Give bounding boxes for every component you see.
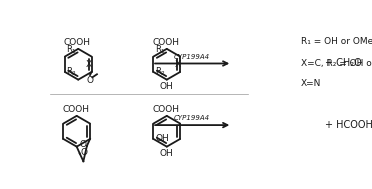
Text: OH: OH <box>160 149 174 158</box>
Text: OH: OH <box>160 82 174 91</box>
Text: COOH: COOH <box>153 105 180 114</box>
Text: + CH₂O: + CH₂O <box>325 58 361 68</box>
Text: R$_2$: R$_2$ <box>67 66 77 78</box>
Text: R₁ = OH or OMe: R₁ = OH or OMe <box>301 37 372 46</box>
Text: COOH: COOH <box>153 38 180 47</box>
Text: CYP199A4: CYP199A4 <box>174 115 210 121</box>
Text: X: X <box>86 60 92 69</box>
Text: R$_2$: R$_2$ <box>155 66 166 78</box>
Text: O: O <box>87 76 93 85</box>
Text: X: X <box>174 60 180 69</box>
Text: COOH: COOH <box>64 38 91 47</box>
Text: R$_1$: R$_1$ <box>67 43 77 56</box>
Text: CYP199A4: CYP199A4 <box>174 54 210 60</box>
Text: X=N: X=N <box>301 79 321 88</box>
Text: + HCOOH: + HCOOH <box>325 120 372 130</box>
Text: O: O <box>79 140 86 149</box>
Text: R$_1$: R$_1$ <box>155 43 166 56</box>
Text: O: O <box>81 148 87 156</box>
Text: COOH: COOH <box>62 105 89 114</box>
Text: X=C, R₂ = OH or OMe: X=C, R₂ = OH or OMe <box>301 59 372 68</box>
Text: OH: OH <box>156 134 170 143</box>
